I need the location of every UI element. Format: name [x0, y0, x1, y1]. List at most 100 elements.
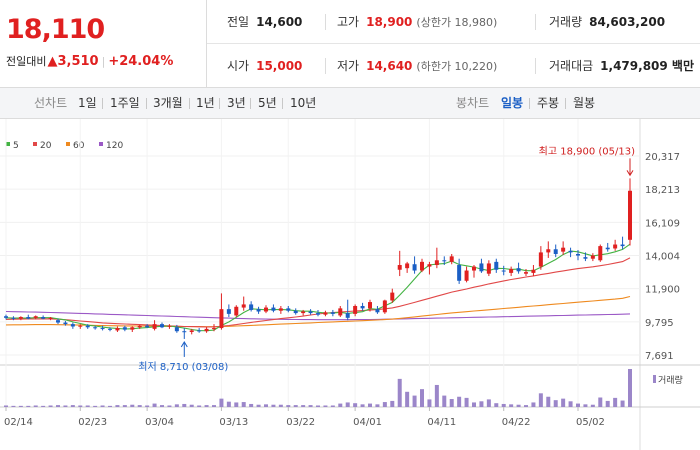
candle-body [464, 270, 469, 281]
volume-bar [85, 405, 90, 407]
volume-bar [464, 397, 469, 407]
ma20-line [5, 257, 631, 328]
volume-bar [524, 405, 528, 407]
candle-body [382, 300, 387, 313]
x-tick-label: 02/14 [4, 417, 33, 428]
monthly-candle-button[interactable]: 월봉 [573, 96, 596, 110]
prev-close-label: 전일 [227, 15, 250, 29]
period-10y-button[interactable]: 10년 [290, 96, 317, 110]
candle-body [256, 309, 261, 312]
volume-bar [472, 402, 476, 407]
change-row: 전일대비▲3,510 | +24.04% [6, 53, 173, 69]
volume-bar [486, 399, 491, 407]
candle-body [390, 292, 395, 301]
volume-bar [226, 401, 231, 407]
candle-body [360, 305, 365, 309]
x-tick-label: 04/11 [427, 417, 456, 428]
volume-legend-swatch [653, 375, 656, 383]
candle-body [293, 310, 298, 314]
high-cell: 고가 18,900 (상한가 18,980) [337, 0, 497, 44]
low-cell: 저가 14,640 (하한가 10,220) [337, 44, 497, 88]
candle-body [26, 317, 31, 319]
volume-bar [546, 396, 551, 407]
volume-bar [434, 384, 439, 407]
high-arrow-icon [626, 170, 634, 177]
volume-bar [561, 398, 566, 407]
volume-bar [48, 405, 53, 407]
volume-bar [145, 405, 150, 407]
volume-bar [509, 404, 514, 407]
candle-body [494, 261, 499, 270]
change-percent: +24.04% [108, 54, 174, 69]
candle-body [278, 308, 283, 311]
volume-bar [130, 404, 135, 407]
candle-body [590, 255, 595, 259]
toolbar-divider [102, 98, 103, 109]
high-label: 고가 [337, 15, 360, 29]
candle-body [368, 302, 372, 309]
volume-bar [26, 405, 31, 407]
candle-body [486, 263, 491, 274]
prev-close-cell: 전일 14,600 [227, 0, 302, 44]
candle-body [108, 328, 112, 330]
candle-body [330, 312, 335, 314]
volume-bar [412, 395, 417, 407]
legend-swatch [99, 142, 103, 146]
open-cell: 시가 15,000 [227, 44, 302, 88]
x-tick-label: 03/22 [286, 417, 315, 428]
period-1d-button[interactable]: 1일 [78, 96, 97, 110]
volume-bar [397, 378, 402, 407]
period-5y-button[interactable]: 5년 [258, 96, 277, 110]
change-value: 3,510 [57, 54, 99, 69]
lower-limit: (하한가 10,220) [416, 60, 498, 73]
up-arrow-icon: ▲ [47, 54, 58, 69]
low-annotation: 최저 8,710 (03/08) [138, 361, 228, 373]
daily-candle-button[interactable]: 일봉 [501, 96, 524, 110]
volume-bar [449, 399, 454, 407]
current-price: 18,110 [6, 14, 105, 45]
quote-header: 18,110 전일대비▲3,510 | +24.04% 전일 14,600 고가 18,… [0, 0, 700, 88]
candle-body [472, 266, 476, 271]
legend-swatch [33, 142, 37, 146]
volume-bar [382, 402, 387, 407]
period-3y-button[interactable]: 3년 [227, 96, 246, 110]
volume-value: 84,603,200 [589, 15, 666, 29]
volume-bar [345, 402, 350, 407]
period-1w-button[interactable]: 1주일 [110, 96, 140, 110]
period-3m-button[interactable]: 3개월 [153, 96, 183, 110]
y-tick-label: 14,004 [645, 252, 680, 263]
legend-label: 120 [106, 141, 123, 151]
y-tick-label: 7,691 [645, 351, 674, 362]
candle-body [501, 270, 506, 272]
y-tick-label: 20,317 [645, 152, 680, 163]
amount-value: 1,479,809 백만 [600, 59, 694, 73]
candle-body [479, 263, 484, 272]
candle-body [420, 261, 424, 271]
weekly-candle-button[interactable]: 주봉 [537, 96, 560, 110]
candle-body [174, 327, 179, 332]
y-tick-label: 9,795 [645, 318, 674, 329]
candle-body [100, 328, 105, 330]
candle-body [78, 325, 83, 327]
candle-body [167, 325, 172, 327]
candle-body [234, 306, 239, 316]
upper-limit: (상한가 18,980) [416, 16, 498, 29]
candle-body [115, 328, 120, 331]
candle-body [412, 264, 417, 271]
volume-bar [405, 391, 410, 407]
candle-body [405, 263, 410, 269]
volume-label: 거래량 [658, 374, 683, 386]
volume-bar [375, 404, 380, 407]
candle-body [516, 268, 521, 272]
period-1y-button[interactable]: 1년 [196, 96, 215, 110]
toolbar-divider [189, 98, 190, 109]
volume-cell: 거래량 84,603,200 [549, 0, 665, 44]
candle-body [583, 257, 588, 259]
candle-body [308, 311, 313, 314]
candle-body [316, 313, 320, 315]
volume-bar [204, 405, 209, 407]
volume-label: 거래량 [549, 15, 583, 29]
candle-body [628, 190, 632, 240]
volume-bar [442, 395, 447, 407]
amount-label: 거래대금 [549, 59, 594, 73]
